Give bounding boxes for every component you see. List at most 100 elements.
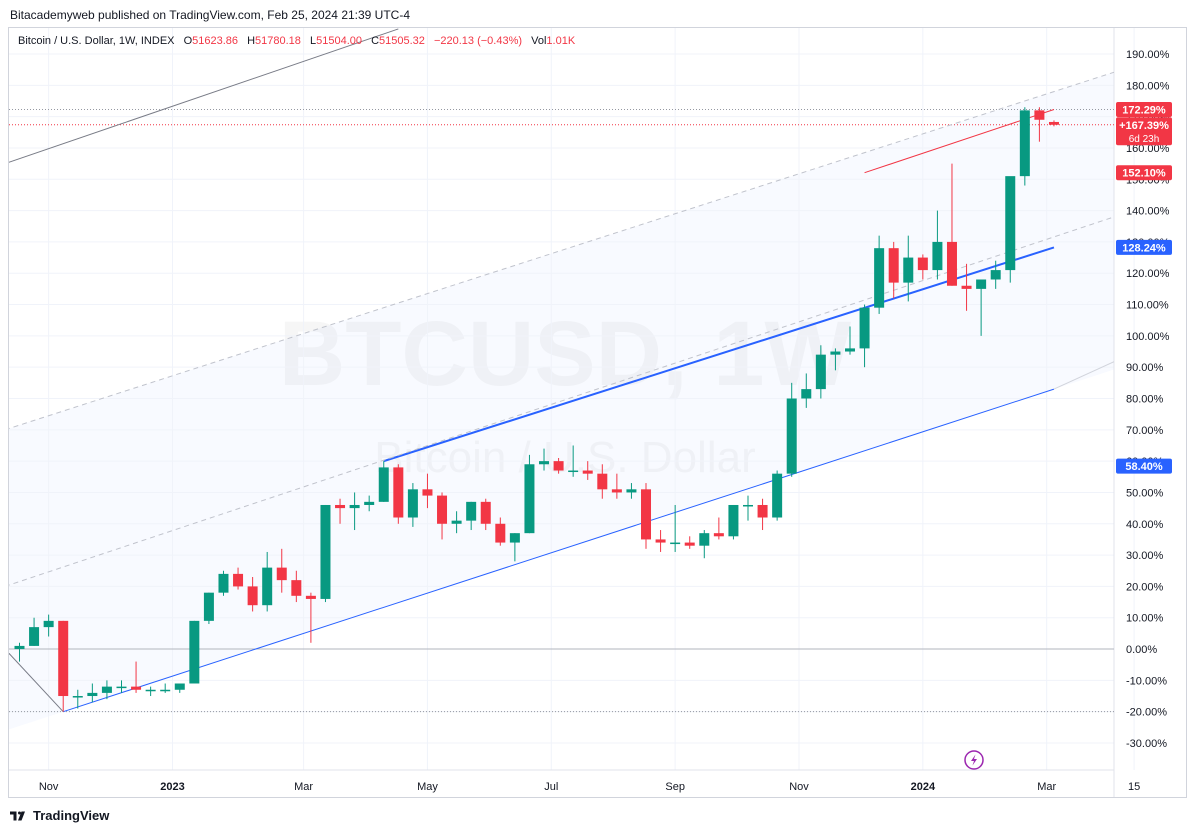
footer-brand-label: TradingView [33,808,110,823]
candle [1019,107,1030,186]
candle-body [305,595,316,599]
y-tick-label: 30.00% [1126,550,1164,562]
y-tick-label: 10.00% [1126,613,1164,625]
candle-body [582,470,593,474]
price-tag: 58.40% [1116,458,1172,474]
y-tick-label: 90.00% [1126,362,1164,374]
legend-volume-value: 1.01K [546,35,576,47]
candle-body [393,467,404,518]
candle-body [757,504,768,518]
footer-brand[interactable]: TradingView [10,808,109,823]
candle [713,517,724,540]
candle-body [611,489,622,493]
publisher-caption: Bitacademyweb published on TradingView.c… [10,8,411,22]
candle-body [233,573,244,587]
candle [131,661,142,693]
candle-body [29,627,40,646]
candle [160,683,171,693]
candle-body [378,467,389,502]
candle [670,504,681,552]
bolt-icon[interactable] [964,750,984,770]
watermark-name: Bitcoin / U.S. Dollar [374,433,755,482]
price-tag-label: 172.29% [1122,104,1166,116]
y-tick-label: 50.00% [1126,487,1164,499]
candle [786,382,797,477]
candle-body [903,257,914,283]
legend-close-label: C [371,35,380,47]
candle [189,620,200,684]
candle-body [58,620,69,697]
candle-body [990,270,1001,280]
candle [335,498,346,524]
candle [116,680,127,693]
candle-body [480,501,491,524]
candle-body [553,461,564,471]
candle [568,445,579,477]
candle-body [218,573,229,593]
candle [305,592,316,643]
y-axis[interactable]: 190.00%180.00%170.00%160.00%150.00%140.0… [1126,49,1170,750]
candle-body [743,504,753,507]
candle [480,498,491,531]
candle [961,263,972,311]
candle-body [101,686,112,693]
x-tick-label: 2023 [160,781,184,793]
x-axis[interactable]: Nov 2023 Mar May Jul Sep Nov 2024 Mar 15 [39,781,1140,793]
candle [728,504,739,540]
x-tick-label: May [417,781,438,793]
candle [655,530,666,552]
candle-body [72,696,83,698]
candle [437,492,448,540]
candle [378,461,389,502]
candle-body [291,580,302,596]
legend-change: −220.13 (−0.43%) [433,35,523,47]
candle-body [43,620,54,628]
legend-symbol[interactable]: Bitcoin / U.S. Dollar, 1W, INDEX [18,35,175,47]
candle-body [874,248,885,308]
grid [9,28,1135,797]
candle [844,326,855,355]
trend-line-outer-bottom [1053,361,1114,390]
x-tick-label: 2024 [911,781,936,793]
x-tick-label: Nov [789,781,809,793]
trend-line-channel-upper-thick [383,246,1055,463]
candle [58,620,69,712]
candle [218,570,229,596]
candle [262,551,273,612]
candle [874,235,885,314]
candle-body [626,489,637,493]
price-tag: 152.10% [1116,165,1172,181]
candle [72,689,83,709]
candle [597,464,608,499]
candle [145,686,156,697]
candle-body [917,257,928,271]
candle [830,348,841,371]
candle-body [203,592,214,621]
x-tick-label: 15 [1128,781,1140,793]
candle-body [946,241,957,286]
y-tick-label: 20.00% [1126,581,1164,593]
y-tick-label: 40.00% [1126,519,1164,531]
trend-line-outer-top [9,28,399,163]
candle [757,498,768,531]
price-tag: +167.39% 6d 23h [1116,117,1172,146]
candle-body [859,307,870,349]
symbol-watermark: BTCUSD, 1W Bitcoin / U.S. Dollar [279,303,852,482]
candle [320,504,331,603]
y-tick-label: 70.00% [1126,425,1164,437]
price-tag-bg [1116,165,1172,181]
candle [247,577,258,612]
candle-body [699,533,710,546]
candle [407,483,418,527]
candle-body [451,520,462,524]
x-tick-label: Jul [544,781,558,793]
candle-body [961,285,972,289]
legend-low-value: 51504.00 [316,35,362,47]
candle [684,536,695,549]
candle [101,680,112,700]
candle [888,241,899,299]
tradingview-logo-icon [10,811,25,820]
candle [276,548,287,593]
price-tag-countdown: 6d 23h [1129,134,1160,145]
